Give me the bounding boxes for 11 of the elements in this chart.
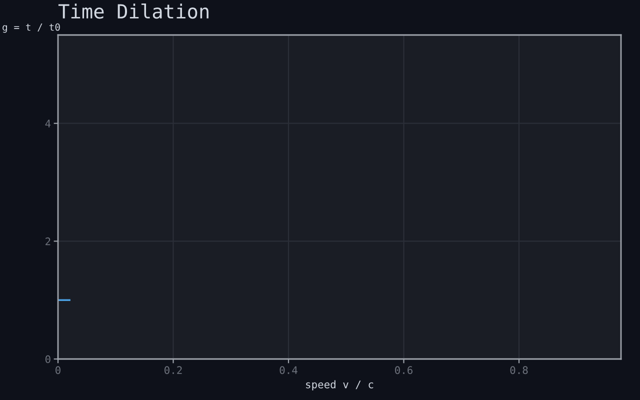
x-tick-label: 0.8: [510, 366, 528, 374]
x-axis-title: speed v / c: [306, 380, 374, 390]
y-tick-label: 0: [45, 355, 50, 364]
y-tick-label: 2: [46, 237, 50, 246]
y-axis-title: g = t / t0: [2, 23, 60, 33]
x-tick-label: 0.2: [164, 366, 182, 374]
x-tick-label: 0.6: [395, 366, 412, 374]
chart-title: Time Dilation: [58, 4, 208, 19]
x-tick-label: 0.4: [280, 366, 298, 374]
x-tick-label: 0: [56, 366, 60, 374]
y-tick-label: 4: [45, 120, 51, 128]
